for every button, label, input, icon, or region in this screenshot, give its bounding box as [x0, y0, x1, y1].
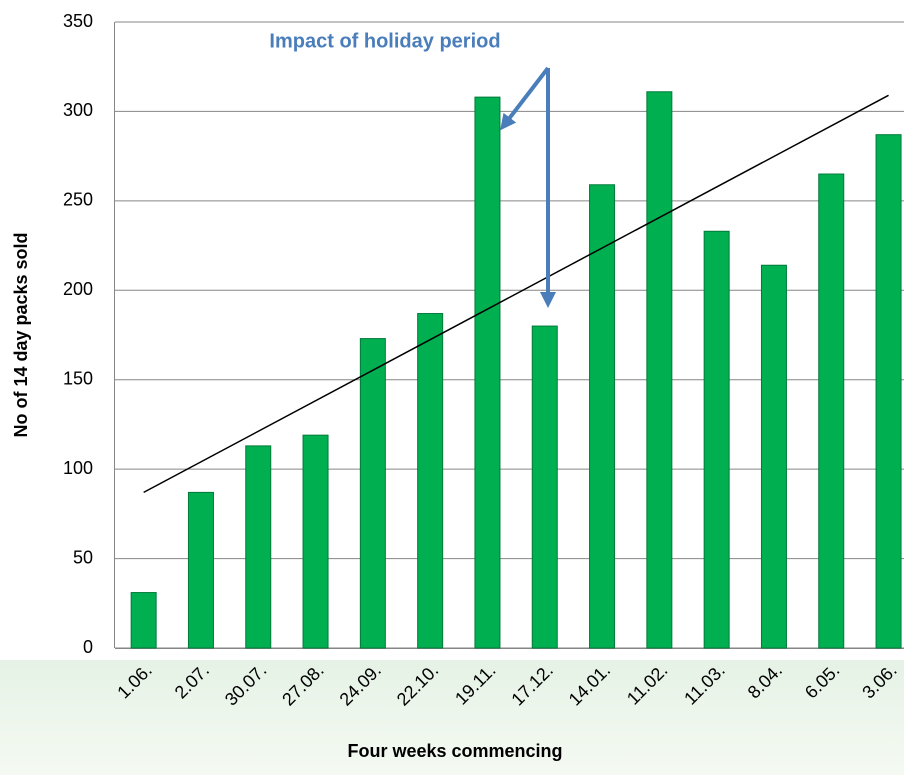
- bar: [359, 338, 386, 649]
- x-axis-title: Four weeks commencing: [347, 741, 562, 761]
- bar: [245, 445, 272, 649]
- bar: [302, 434, 329, 649]
- annotation: Impact of holiday period: [269, 30, 500, 52]
- y-tick-label: 250: [63, 190, 93, 210]
- y-tick-label: 150: [63, 368, 93, 388]
- y-tick-label: 50: [73, 547, 93, 567]
- bar: [187, 491, 214, 649]
- y-tick-label: 300: [63, 100, 93, 120]
- bar: [703, 230, 730, 649]
- bar: [589, 184, 616, 649]
- bar: [760, 264, 787, 649]
- footer-band: [0, 660, 904, 775]
- y-tick-label: 350: [63, 11, 93, 31]
- bar: [646, 91, 673, 649]
- bar: [531, 325, 558, 649]
- bar: [474, 96, 501, 649]
- y-tick-label: 200: [63, 279, 93, 299]
- y-axis-title: No of 14 day packs sold: [11, 232, 31, 437]
- annotation-arrow: [500, 66, 550, 131]
- bar: [130, 592, 157, 649]
- bar: [818, 173, 845, 649]
- bar: [417, 313, 444, 649]
- y-tick-label: 0: [83, 637, 93, 657]
- trendline: [143, 94, 889, 494]
- y-tick-label: 100: [63, 458, 93, 478]
- bar: [875, 134, 902, 649]
